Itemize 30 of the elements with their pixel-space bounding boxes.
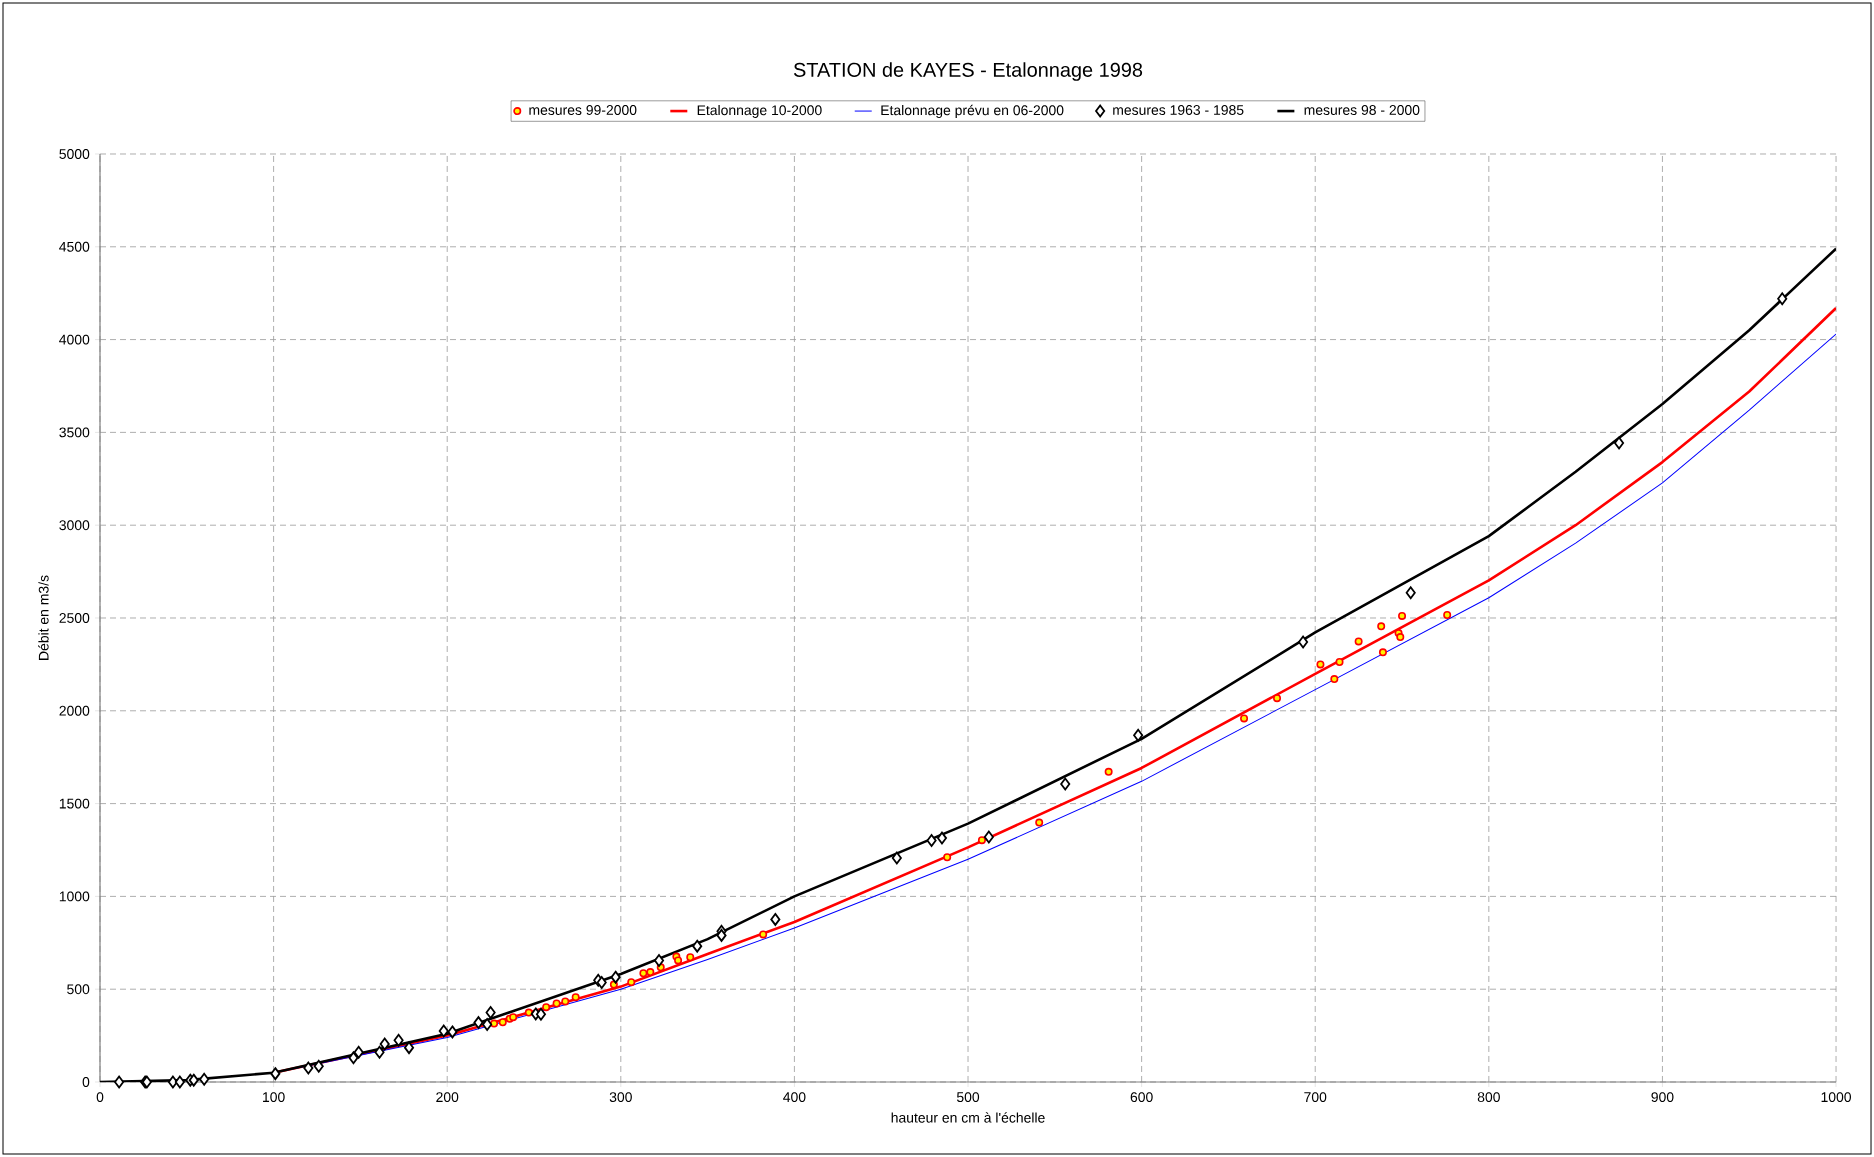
y-tick-label: 3500: [59, 427, 90, 438]
y-tick-label: 500: [67, 984, 90, 995]
x-tick-label: 900: [1651, 1092, 1674, 1103]
legend-label: Etalonnage prévu en 06-2000: [881, 104, 1064, 118]
x-axis-title: hauteur en cm à l'échelle: [891, 1112, 1045, 1123]
x-tick-label: 0: [96, 1092, 104, 1103]
y-tick-label: 3000: [59, 520, 90, 531]
y-axis-title: Débit en m3/s: [38, 575, 49, 660]
legend-label: mesures 98 - 2000: [1304, 105, 1420, 115]
y-tick-label: 4500: [59, 241, 90, 252]
legend-label: mesures 99-2000: [529, 105, 637, 115]
y-tick-label: 4000: [59, 334, 90, 345]
x-tick-label: 200: [436, 1092, 459, 1103]
chart-title: STATION de KAYES - Etalonnage 1998: [793, 62, 1143, 81]
legend-label: mesures 1963 - 1985: [1113, 105, 1244, 115]
y-tick-label: 1500: [59, 798, 90, 809]
x-tick-label: 600: [1130, 1092, 1153, 1103]
legend-label: Etalonnage 10-2000: [697, 104, 822, 118]
x-tick-label: 500: [956, 1092, 980, 1103]
y-tick-label: 2000: [59, 705, 90, 716]
y-tick-label: 5000: [59, 149, 90, 159]
x-tick-label: 400: [783, 1092, 806, 1103]
x-tick-label: 100: [263, 1092, 285, 1103]
y-tick-label: 2500: [59, 613, 90, 623]
x-tick-label: 800: [1477, 1092, 1500, 1103]
y-tick-label: 1000: [59, 891, 90, 902]
x-tick-label: 300: [609, 1092, 632, 1103]
x-tick-label: 700: [1304, 1092, 1327, 1103]
x-tick-label: 1000: [1821, 1092, 1852, 1103]
y-tick-label: 0: [82, 1077, 90, 1087]
